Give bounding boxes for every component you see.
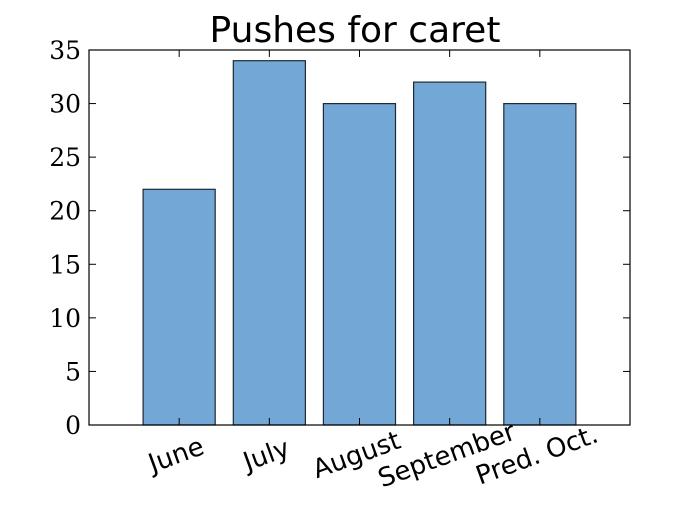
bar-pred-oct — [503, 102, 577, 426]
y-tick-label: 25 — [49, 143, 81, 172]
y-tick-label: 5 — [65, 357, 81, 386]
y-tick-label: 10 — [49, 304, 81, 333]
y-tick-label: 20 — [49, 197, 81, 226]
bar-june — [142, 188, 216, 426]
bar-august — [322, 102, 397, 426]
bar-july — [232, 60, 307, 426]
bar-september — [413, 81, 487, 426]
chart-title: Pushes for caret — [210, 10, 501, 51]
y-tick-label: 35 — [49, 36, 81, 65]
y-tick-label: 15 — [49, 250, 81, 279]
x-tick-label: June — [143, 432, 208, 480]
y-tick-label: 30 — [49, 90, 81, 119]
y-tick-label: 0 — [65, 411, 81, 440]
x-tick-label: July — [238, 433, 294, 478]
